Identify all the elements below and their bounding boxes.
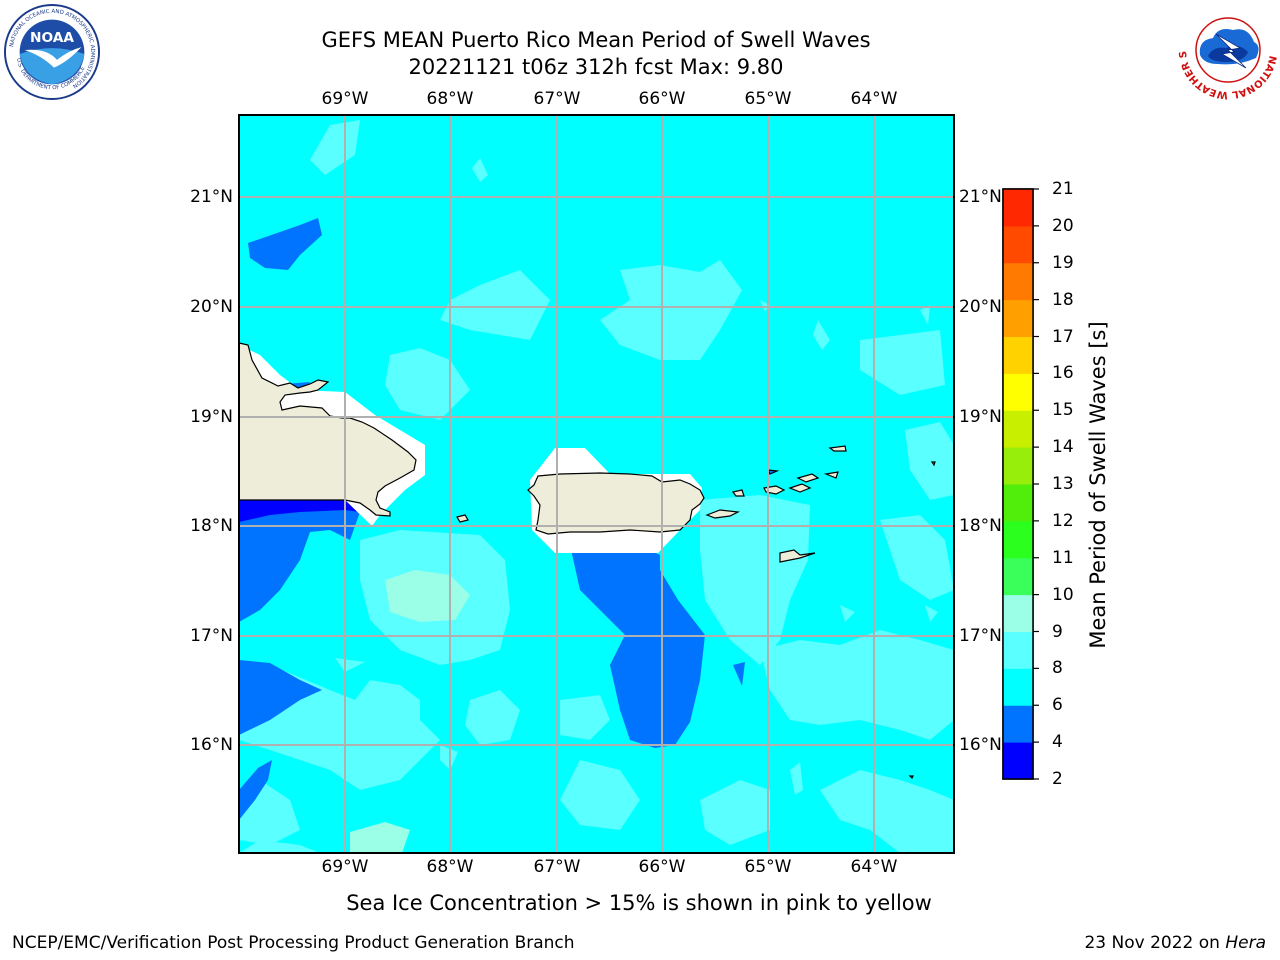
colorbar-tick-label: 9 xyxy=(1052,621,1063,642)
colorbar-tick-label: 8 xyxy=(1052,658,1063,679)
puerto-rico-land xyxy=(527,472,705,535)
lon-label-bottom: 64°W xyxy=(850,857,898,877)
lat-label-right: 18°N xyxy=(959,516,1002,536)
lon-label-bottom: 69°W xyxy=(321,857,369,877)
colorbar-tick-label: 10 xyxy=(1052,584,1074,605)
noaa-logo-text: NOAA xyxy=(30,30,74,46)
lat-label-right: 19°N xyxy=(959,407,1002,427)
lat-label-right: 17°N xyxy=(959,626,1002,646)
colorbar-tick-label: 20 xyxy=(1052,215,1074,236)
colorbar-mask xyxy=(1002,188,1034,780)
swell-period-9-10-patches xyxy=(350,570,470,853)
colorbar-tick-label: 11 xyxy=(1052,547,1074,568)
sea-ice-caption: Sea Ice Concentration > 15% is shown in … xyxy=(346,891,932,915)
lat-label-right: 20°N xyxy=(959,297,1002,317)
lon-label-top: 65°W xyxy=(744,89,792,109)
colorbar-tick-label: 15 xyxy=(1052,400,1074,421)
lon-label-top: 64°W xyxy=(850,89,898,109)
colorbar-title: Mean Period of Swell Waves [s] xyxy=(1086,321,1110,649)
lon-label-bottom: 67°W xyxy=(533,857,581,877)
colorbar-tick-label: 13 xyxy=(1052,474,1074,494)
colorbar-tick-label: 4 xyxy=(1052,732,1063,753)
lon-label-top: 66°W xyxy=(638,89,686,109)
colorbar-tick-label: 2 xyxy=(1052,769,1063,789)
colorbar-tick-label: 19 xyxy=(1052,252,1074,273)
lat-label-left: 17°N xyxy=(190,626,233,646)
map-frame xyxy=(238,114,955,854)
lon-label-top: 69°W xyxy=(321,89,369,109)
graticule xyxy=(239,115,954,853)
colorbar-tick-label: 16 xyxy=(1052,363,1074,384)
lon-label-top: 68°W xyxy=(426,89,474,109)
swell-period-2-4-patches xyxy=(239,500,360,522)
colorbar-tick-label: 12 xyxy=(1052,510,1074,531)
lat-label-left: 21°N xyxy=(190,187,233,207)
colorbar-tick-label: 18 xyxy=(1052,289,1074,310)
chart-title: GEFS MEAN Puerto Rico Mean Period of Swe… xyxy=(321,28,871,52)
nws-logo: NATIONAL WEATHER SERVICE xyxy=(1178,0,1278,100)
swell-period-4-6-patches xyxy=(239,218,745,820)
footer-date-text: 23 Nov 2022 on xyxy=(1084,933,1220,953)
noaa-logo: NOAA NATIONAL OCEANIC AND ATMOSPHERIC AD… xyxy=(3,3,101,101)
lat-label-left: 19°N xyxy=(190,407,233,427)
colorbar-tick-label: 14 xyxy=(1052,437,1074,458)
footer-host: Hera xyxy=(1225,933,1266,953)
colorbar-tick-label: 6 xyxy=(1052,695,1063,716)
lat-label-right: 21°N xyxy=(959,187,1002,207)
chart-subtitle: 20221121 t06z 312h fcst Max: 9.80 xyxy=(408,55,784,79)
lat-label-right: 16°N xyxy=(959,735,1002,755)
colorbar-ticks xyxy=(1033,188,1039,780)
map-plot-area xyxy=(239,115,954,853)
footer-branch: NCEP/EMC/Verification Post Processing Pr… xyxy=(12,933,575,953)
colorbar-tick-label: 17 xyxy=(1052,326,1074,347)
lon-label-top: 67°W xyxy=(533,89,581,109)
footer-date: 23 Nov 2022 on Hera xyxy=(1084,932,1266,954)
lat-label-left: 18°N xyxy=(190,516,233,536)
lat-label-left: 20°N xyxy=(190,297,233,317)
lat-label-left: 16°N xyxy=(190,735,233,755)
lon-label-bottom: 66°W xyxy=(638,857,686,877)
lon-label-bottom: 65°W xyxy=(744,857,792,877)
lon-label-bottom: 68°W xyxy=(426,857,474,877)
colorbar-tick-label: 21 xyxy=(1052,179,1074,199)
